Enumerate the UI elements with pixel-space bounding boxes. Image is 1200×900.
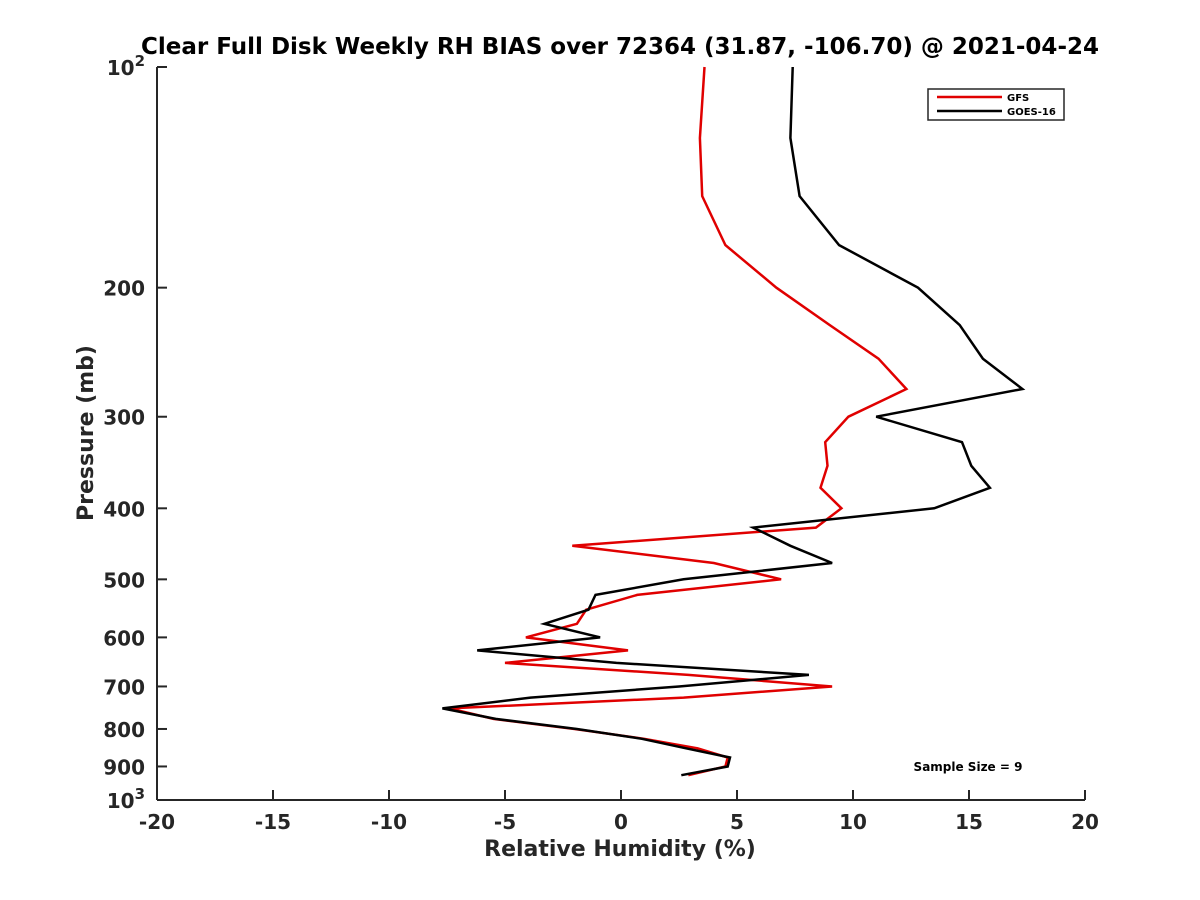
x-tick-label: 10 [839, 810, 867, 834]
y-tick-label: 103 [107, 785, 145, 813]
y-axis-label: Pressure (mb) [74, 345, 99, 521]
legend-label-goes-16: GOES-16 [1007, 107, 1056, 118]
legend-box [927, 88, 1065, 121]
y-tick-label: 700 [103, 675, 145, 699]
plot-lines [442, 66, 1026, 777]
x-tick-label: 15 [955, 810, 983, 834]
legend: GFS GOES-16 [927, 88, 1065, 121]
x-tick-label: -5 [494, 810, 516, 834]
x-tick-label: 20 [1071, 810, 1099, 834]
x-tick-label: -15 [255, 810, 291, 834]
sample-size-note: Sample Size = 9 [914, 760, 1023, 774]
x-axis-label: Relative Humidity (%) [484, 837, 756, 862]
y-tick-label: 600 [103, 626, 145, 650]
x-tick-label: 0 [614, 810, 628, 834]
y-tick-label: 400 [103, 497, 145, 521]
legend-label-gfs: GFS [1007, 93, 1029, 104]
x-tick-label: 5 [730, 810, 744, 834]
axes: -20 -15 -10 -5 0 5 10 15 20 102 200 300 400 500 600 700… [103, 52, 1099, 834]
y-tick-label: 800 [103, 718, 145, 742]
chart-title: Clear Full Disk Weekly RH BIAS over 7236… [141, 34, 1099, 60]
y-tick-label: 500 [103, 568, 145, 592]
y-tick-label: 102 [107, 52, 145, 80]
y-tick-label: 300 [103, 406, 145, 430]
y-tick-label: 200 [103, 277, 145, 301]
y-tick-label: 900 [103, 755, 145, 779]
series-line-goes-16 [442, 66, 1026, 777]
series-line-gfs [449, 66, 909, 777]
x-tick-label: -10 [371, 810, 407, 834]
x-tick-label: -20 [139, 810, 175, 834]
